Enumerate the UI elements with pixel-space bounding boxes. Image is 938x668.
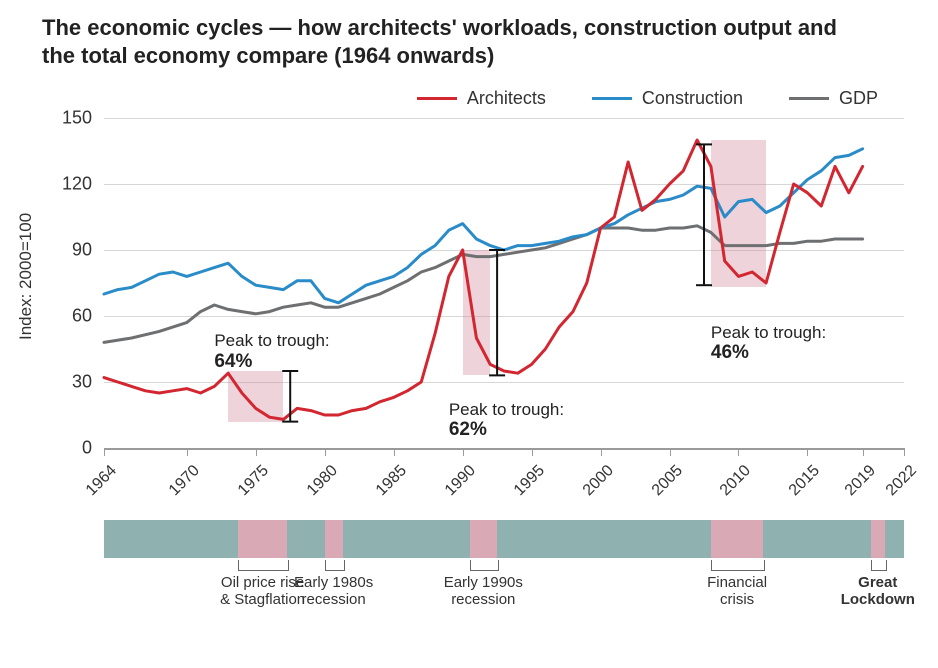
timeline-label: Early 1990srecession xyxy=(444,574,523,609)
x-tick-label: 1980 xyxy=(304,462,342,500)
chart-title: The economic cycles — how architects' wo… xyxy=(42,14,862,69)
timeline-recession xyxy=(325,520,343,558)
peak-trough-bar xyxy=(489,250,505,375)
y-tick-label: 60 xyxy=(72,306,92,327)
legend-item-architects: Architects xyxy=(417,88,546,109)
x-tick-label: 2005 xyxy=(648,462,686,500)
timeline-bar xyxy=(104,520,904,558)
x-tick-label: 1990 xyxy=(441,462,479,500)
timeline-labels: Oil price rise& StagflationEarly 1980sre… xyxy=(104,560,904,640)
x-tick-mark xyxy=(532,448,533,456)
legend-label: Architects xyxy=(467,88,546,109)
y-tick-label: 120 xyxy=(62,174,92,195)
y-tick-label: 30 xyxy=(72,372,92,393)
timeline-bracket xyxy=(238,560,290,571)
x-tick-mark xyxy=(863,448,864,456)
plot-area: Peak to trough:64% Peak to trough:62% Peak… xyxy=(104,118,904,448)
x-tick-label: 2019 xyxy=(841,462,879,500)
x-tick-label: 1975 xyxy=(235,462,273,500)
timeline-recession xyxy=(238,520,288,558)
x-tick-mark xyxy=(904,448,905,456)
x-tick-mark xyxy=(256,448,257,456)
x-tick-mark xyxy=(463,448,464,456)
timeline-recession xyxy=(711,520,763,558)
gridline xyxy=(104,448,904,450)
x-tick-mark xyxy=(601,448,602,456)
y-tick-label: 90 xyxy=(72,240,92,261)
x-tick-label: 2022 xyxy=(883,462,921,500)
x-tick-mark xyxy=(187,448,188,456)
x-tick-label: 2015 xyxy=(786,462,824,500)
timeline-bracket xyxy=(871,560,887,571)
x-tick-label: 1964 xyxy=(83,462,121,500)
x-tick-label: 1970 xyxy=(166,462,204,500)
x-tick-mark xyxy=(325,448,326,456)
legend-label: Construction xyxy=(642,88,743,109)
timeline-label: Financialcrisis xyxy=(707,574,767,609)
timeline-label: Early 1980srecession xyxy=(294,574,373,609)
x-tick-mark xyxy=(738,448,739,456)
x-tick-mark xyxy=(394,448,395,456)
x-tick-label: 2010 xyxy=(717,462,755,500)
figure: { "title": "The economic cycles — how ar… xyxy=(0,0,938,668)
timeline-bracket xyxy=(470,560,500,571)
x-tick-label: 2000 xyxy=(579,462,617,500)
y-tick-label: 0 xyxy=(82,438,92,459)
timeline-recession xyxy=(470,520,498,558)
chart: Peak to trough:64% Peak to trough:62% Peak… xyxy=(0,118,938,518)
x-axis-ticks: 1964197019751980198519901995200020052010… xyxy=(104,456,904,516)
peak-trough-annotation: Peak to trough:64% xyxy=(214,331,329,372)
legend-label: GDP xyxy=(839,88,878,109)
peak-trough-bar xyxy=(282,371,298,422)
plot-svg xyxy=(104,118,904,448)
timeline-recession xyxy=(871,520,885,558)
x-tick-mark xyxy=(104,448,105,456)
legend-item-construction: Construction xyxy=(592,88,743,109)
timeline-bracket xyxy=(711,560,765,571)
x-tick-label: 1985 xyxy=(372,462,410,500)
timeline-bracket xyxy=(325,560,345,571)
x-tick-mark xyxy=(670,448,671,456)
legend-item-gdp: GDP xyxy=(789,88,878,109)
x-tick-label: 1995 xyxy=(510,462,548,500)
peak-trough-annotation: Peak to trough:62% xyxy=(449,400,564,441)
peak-trough-annotation: Peak to trough:46% xyxy=(711,323,826,364)
legend: Architects Construction GDP xyxy=(0,88,938,109)
y-axis-ticks: 0306090120150 xyxy=(0,118,104,448)
timeline-label: GreatLockdown xyxy=(841,574,915,609)
x-tick-mark xyxy=(807,448,808,456)
timeline-label: Oil price rise& Stagflation xyxy=(220,574,305,609)
legend-swatch xyxy=(592,97,632,100)
legend-swatch xyxy=(417,97,457,100)
legend-swatch xyxy=(789,97,829,100)
y-tick-label: 150 xyxy=(62,108,92,129)
